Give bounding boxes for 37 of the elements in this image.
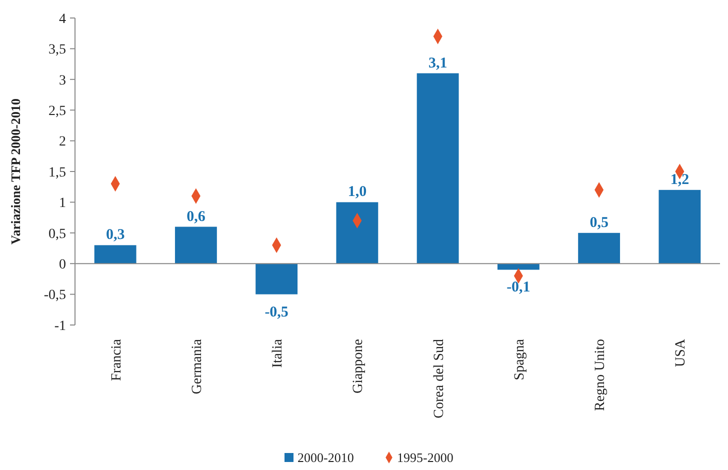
- x-tick-label: Corea del Sud: [432, 339, 447, 418]
- bar: [578, 232, 620, 264]
- data-label: 1,2: [670, 172, 690, 188]
- data-label: 0,5: [590, 214, 608, 231]
- x-tick-label: USA: [674, 338, 689, 368]
- bar: [256, 264, 298, 294]
- y-tick-label: -0,5: [44, 288, 66, 304]
- x-tick-label: Italia: [270, 338, 286, 368]
- y-tick-label: 1: [59, 196, 66, 212]
- legend-label: 2000-2010: [298, 450, 354, 465]
- x-tick-label: Germania: [190, 338, 205, 394]
- y-tick-label: 3,5: [48, 42, 66, 58]
- y-tick-label: -1: [54, 318, 66, 334]
- x-tick-label: Regno Unito: [593, 339, 608, 411]
- legend-label: 1995-2000: [397, 450, 454, 465]
- bar: [336, 202, 378, 264]
- bar: [416, 73, 459, 264]
- y-tick-label: 0: [59, 258, 66, 272]
- y-tick-label: 3: [59, 73, 66, 88]
- data-label: 0,3: [106, 227, 125, 244]
- y-tick-label: 2: [59, 134, 66, 150]
- bar: [658, 190, 701, 264]
- data-label: 1,0: [348, 184, 367, 200]
- bar: [174, 226, 217, 264]
- y-tick-label: 0,5: [48, 226, 66, 242]
- y-tick-label: 4: [59, 12, 66, 27]
- bar: [94, 245, 136, 264]
- y-axis-title: Variazione TFP 2000-2010: [8, 98, 23, 244]
- data-label: -0,1: [506, 280, 530, 296]
- data-label: 0,6: [186, 208, 206, 225]
- x-tick-label: Spagna: [512, 338, 528, 380]
- y-tick-label: 1,5: [48, 165, 66, 180]
- data-label: -0,5: [264, 304, 288, 320]
- x-tick-label: Francia: [109, 338, 124, 381]
- x-tick-label: Giappone: [351, 339, 366, 394]
- y-tick-label: 2,5: [48, 104, 66, 119]
- data-label: 3,1: [428, 55, 448, 72]
